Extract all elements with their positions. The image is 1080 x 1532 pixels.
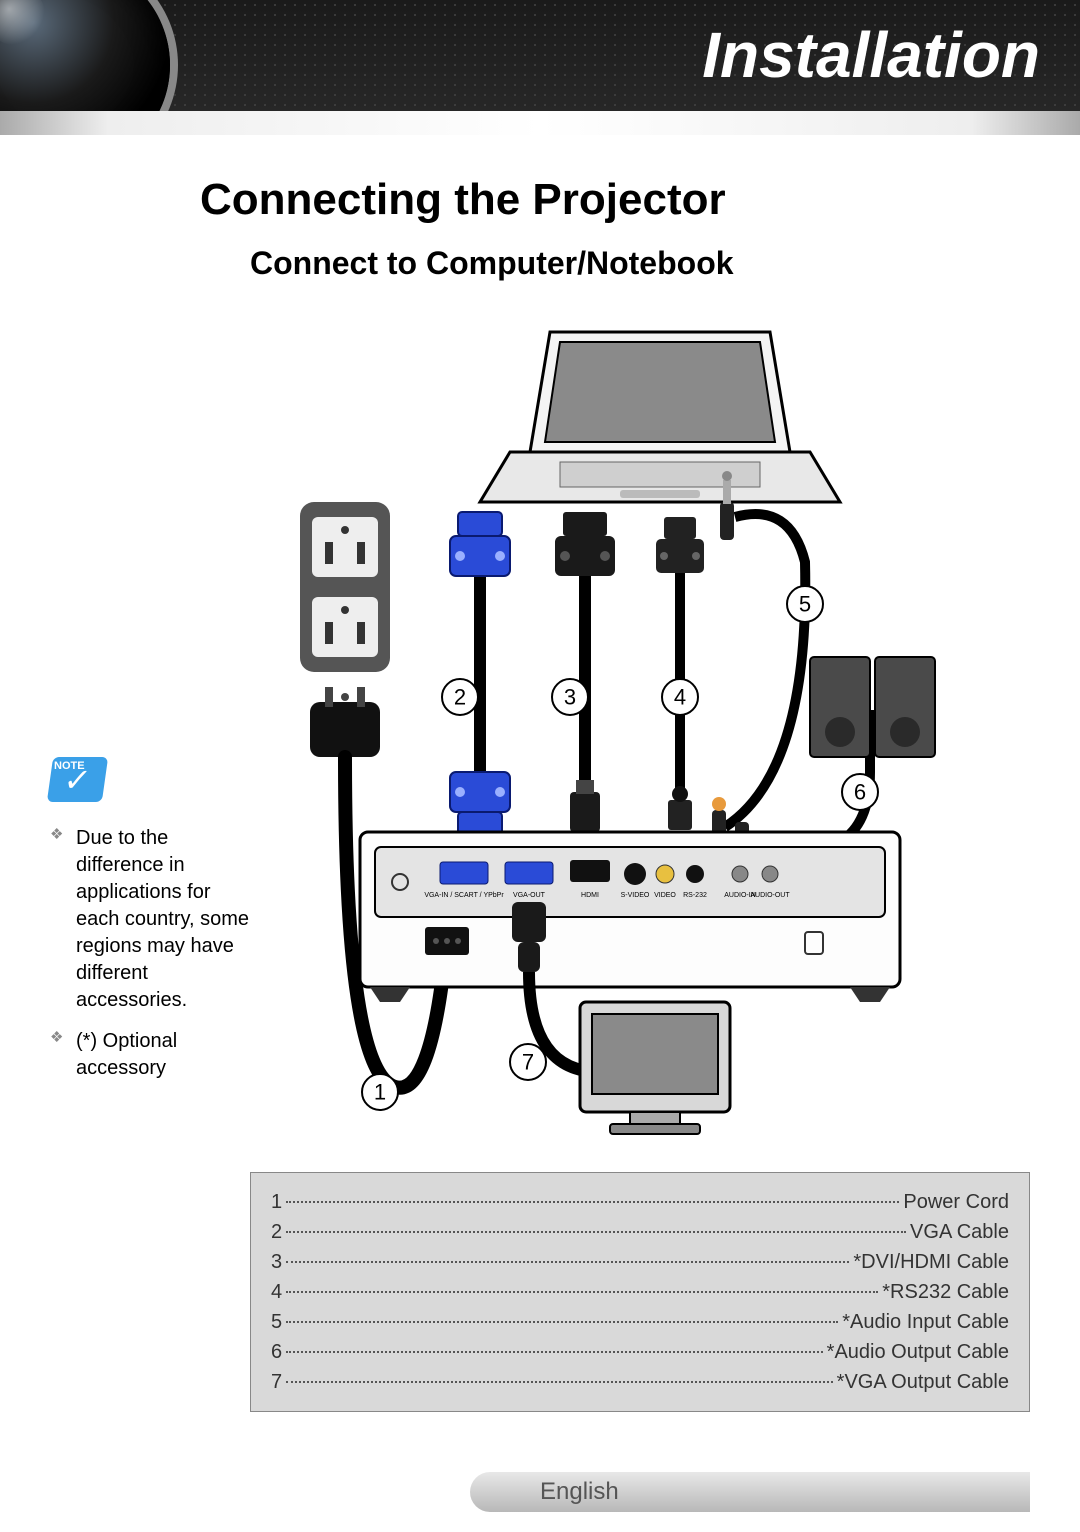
header-underline: [0, 111, 1080, 135]
legend-num: 1: [271, 1187, 282, 1217]
page-title: Connecting the Projector: [200, 175, 1030, 225]
callout-2: 2: [442, 679, 478, 715]
legend-name: *Audio Output Cable: [827, 1337, 1009, 1367]
legend-name: Power Cord: [903, 1187, 1009, 1217]
monitor-icon: [580, 1002, 730, 1134]
legend-num: 5: [271, 1307, 282, 1337]
port-label: VGA-OUT: [513, 892, 546, 899]
leader-dots: [286, 1291, 878, 1293]
content-area: Connecting the Projector Connect to Comp…: [0, 135, 1080, 1152]
leader-dots: [286, 1261, 849, 1263]
audio-out-cable: [735, 657, 935, 851]
legend-num: 3: [271, 1247, 282, 1277]
legend-row: 1 Power Cord: [271, 1187, 1009, 1217]
legend-name: *Audio Input Cable: [842, 1307, 1009, 1337]
leader-dots: [286, 1231, 906, 1233]
legend-name: *RS232 Cable: [882, 1277, 1009, 1307]
callout-6: 6: [842, 774, 878, 810]
port-label: S-VIDEO: [621, 892, 650, 899]
dvi-hdmi-cable: [555, 512, 615, 832]
leader-dots: [286, 1351, 823, 1353]
leader-dots: [286, 1201, 899, 1203]
port-label: VGA-IN / SCART / YPbPr: [424, 892, 504, 899]
svg-text:1: 1: [374, 1080, 386, 1105]
audio-in-cable: [712, 471, 805, 838]
legend-num: 4: [271, 1277, 282, 1307]
projector-panel: VGA-IN / SCART / YPbPr VGA-OUT HDMI S-VI…: [360, 832, 900, 1002]
note-badge: ✓ NOTE: [50, 752, 120, 807]
diagram-wrap: ✓ NOTE Due to the difference in applicat…: [50, 302, 1030, 1152]
callout-5: 5: [787, 586, 823, 622]
svg-text:2: 2: [454, 685, 466, 710]
port-label: HDMI: [581, 892, 599, 899]
laptop-icon: [480, 332, 840, 502]
note-item: Due to the difference in applications fo…: [50, 825, 250, 1014]
legend-row: 6 *Audio Output Cable: [271, 1337, 1009, 1367]
legend-box: 1 Power Cord 2 VGA Cable 3 *DVI/HDMI Cab…: [250, 1172, 1030, 1412]
connection-diagram: VGA-IN / SCART / YPbPr VGA-OUT HDMI S-VI…: [250, 302, 1010, 1152]
callout-4: 4: [662, 679, 698, 715]
note-badge-label: NOTE: [54, 760, 85, 772]
rs232-cable: [656, 517, 704, 830]
port-label: VIDEO: [654, 892, 676, 899]
legend-name: VGA Cable: [910, 1217, 1009, 1247]
note-list: Due to the difference in applications fo…: [50, 825, 250, 1082]
leader-dots: [286, 1381, 833, 1383]
wall-outlet-icon: [300, 502, 390, 672]
callout-1: 1: [362, 1074, 398, 1110]
svg-text:6: 6: [854, 780, 866, 805]
svg-text:4: 4: [674, 685, 686, 710]
callout-7: 7: [510, 1044, 546, 1080]
vga-cable: [450, 512, 510, 836]
note-column: ✓ NOTE Due to the difference in applicat…: [50, 302, 250, 1096]
legend-row: 7 *VGA Output Cable: [271, 1367, 1009, 1397]
legend-name: *VGA Output Cable: [837, 1367, 1009, 1397]
legend-num: 7: [271, 1367, 282, 1397]
legend-name: *DVI/HDMI Cable: [853, 1247, 1009, 1277]
callout-3: 3: [552, 679, 588, 715]
footer-language: English: [540, 1478, 619, 1506]
port-label: RS-232: [683, 892, 707, 899]
legend-num: 6: [271, 1337, 282, 1367]
svg-text:7: 7: [522, 1050, 534, 1075]
legend-row: 2 VGA Cable: [271, 1217, 1009, 1247]
header-band: Installation: [0, 0, 1080, 135]
note-item: (*) Optional accessory: [50, 1028, 250, 1082]
leader-dots: [286, 1321, 838, 1323]
port-label: AUDIO-OUT: [750, 892, 790, 899]
legend-row: 3 *DVI/HDMI Cable: [271, 1247, 1009, 1277]
header-title: Installation: [702, 18, 1040, 92]
legend-num: 2: [271, 1217, 282, 1247]
svg-text:5: 5: [799, 592, 811, 617]
section-title: Connect to Computer/Notebook: [250, 245, 1030, 282]
legend-row: 4 *RS232 Cable: [271, 1277, 1009, 1307]
legend-row: 5 *Audio Input Cable: [271, 1307, 1009, 1337]
svg-text:3: 3: [564, 685, 576, 710]
footer: 11 English: [0, 1462, 1080, 1512]
footer-language-bar: English: [470, 1472, 1030, 1512]
